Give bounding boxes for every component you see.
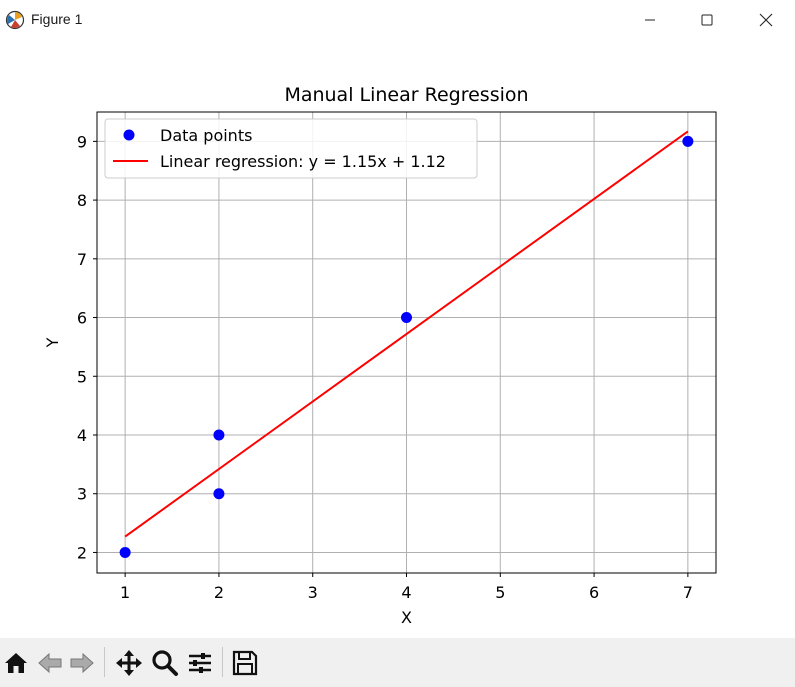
data-point [213,429,225,441]
x-tick-label: 4 [401,583,411,602]
y-tick-label: 6 [77,309,87,328]
minimize-button[interactable] [627,0,673,40]
figure-canvas[interactable]: 1 2 3 4 5 6 7 2 3 4 5 6 7 8 9 Manual Linear Regression… [0,40,795,638]
x-axis-label: X [401,608,412,627]
pan-icon [116,650,142,676]
configure-subplots-icon [189,653,211,673]
save-button[interactable] [230,648,260,678]
y-tick-label: 8 [77,191,87,210]
x-tick-label: 5 [495,583,505,602]
legend-label: Data points [160,126,252,145]
y-axis-label: Y [43,337,62,348]
y-tick-label: 4 [77,426,87,445]
pan-button[interactable] [114,648,144,678]
y-tick-label: 9 [77,132,87,151]
y-tick-label: 2 [77,543,87,562]
back-icon [38,652,62,674]
minimize-icon [645,19,655,21]
chart-title: Manual Linear Regression [284,84,528,106]
x-tick-label: 7 [683,583,693,602]
regression-line [124,130,689,538]
toolbar-separator [222,647,223,677]
chart-svg: 1 2 3 4 5 6 7 2 3 4 5 6 7 8 9 Manual Linear Regression… [43,84,717,627]
x-tick-label: 1 [120,583,130,602]
close-icon [759,13,773,27]
save-icon [232,650,258,676]
window-title: Figure 1 [31,11,83,27]
maximize-icon [701,14,713,26]
home-button[interactable] [1,648,31,678]
forward-icon [70,652,94,674]
zoom-icon [152,650,178,676]
navigation-toolbar [0,638,795,687]
maximize-button[interactable] [684,0,730,40]
home-icon [5,653,27,673]
zoom-button[interactable] [150,648,180,678]
x-tick-label: 3 [308,583,318,602]
data-point [213,488,225,500]
legend-label: Linear regression: y = 1.15x + 1.12 [160,152,446,171]
y-tick-label: 5 [77,367,87,386]
legend-frame [104,118,478,179]
y-tick-label: 7 [77,250,87,269]
legend-marker-swatch [123,129,135,141]
figure-app-icon [5,10,25,30]
x-tick-label: 2 [214,583,224,602]
configure-subplots-button[interactable] [185,648,215,678]
data-point [119,546,131,558]
window-titlebar: Figure 1 [0,0,795,41]
back-button[interactable] [35,648,65,678]
toolbar-separator [104,647,105,677]
data-point [401,312,412,324]
forward-button[interactable] [67,648,97,678]
data-point [682,135,694,147]
legend: Data points Linear regression: y = 1.15x … [104,118,478,179]
x-tick-label: 6 [589,583,599,602]
y-tick-label: 3 [77,485,87,504]
close-button[interactable] [743,0,789,40]
